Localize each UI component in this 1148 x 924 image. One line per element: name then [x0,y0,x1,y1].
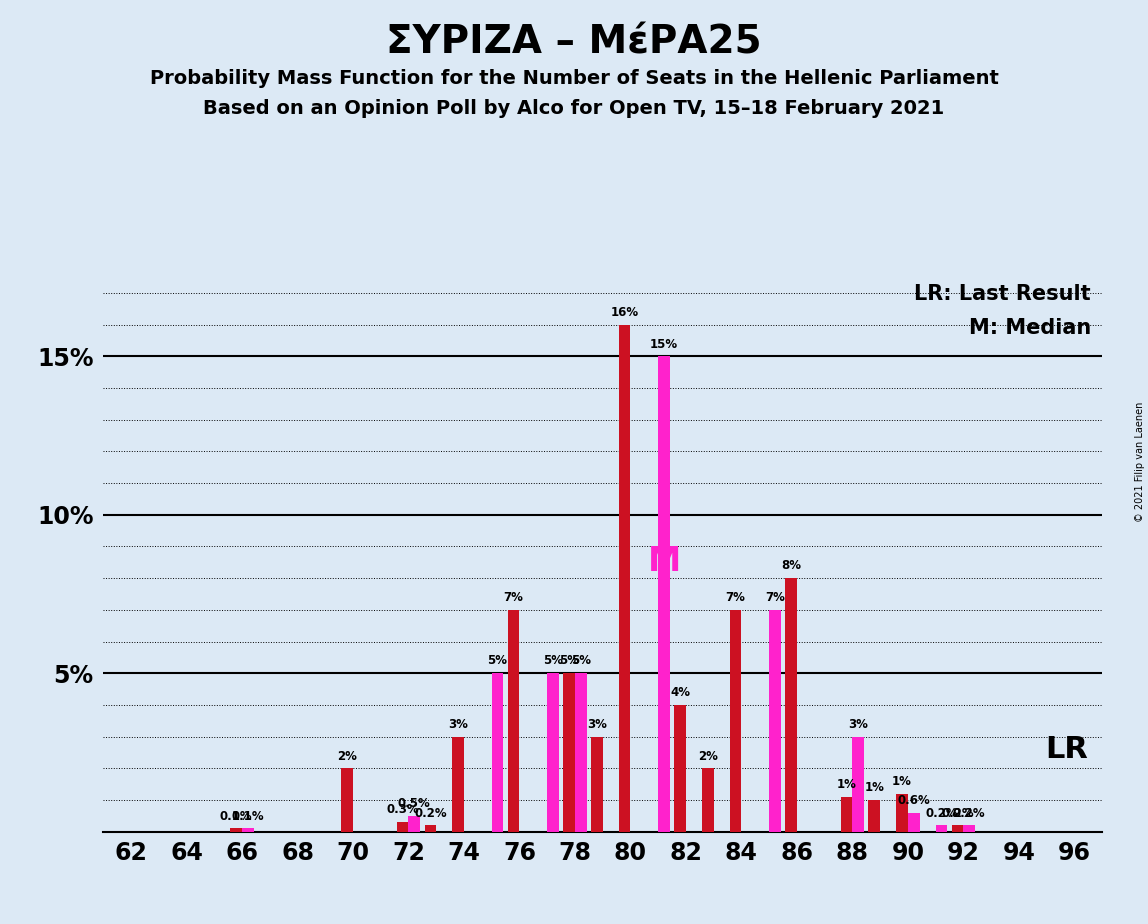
Bar [897,794,908,832]
Text: 5%: 5% [571,654,591,667]
Text: 0.1%: 0.1% [232,809,264,822]
Text: ΣΥΡΙΖΑ – ΜέΡΑ25: ΣΥΡΙΖΑ – ΜέΡΑ25 [386,23,762,61]
Text: 5%: 5% [488,654,507,667]
Bar [548,674,559,832]
Text: 3%: 3% [587,718,607,731]
Text: 0.5%: 0.5% [398,797,430,810]
Bar [397,822,409,832]
Bar [908,812,920,832]
Text: 0.3%: 0.3% [387,803,419,817]
Text: 16%: 16% [611,306,638,319]
Text: 2%: 2% [338,749,357,762]
Bar [703,768,714,832]
Bar [575,674,587,832]
Text: © 2021 Filip van Laenen: © 2021 Filip van Laenen [1135,402,1145,522]
Text: M: M [647,545,681,578]
Text: LR: LR [1046,735,1088,764]
Text: LR: Last Result: LR: Last Result [914,284,1091,304]
Text: 0.6%: 0.6% [898,794,930,807]
Text: 2%: 2% [698,749,718,762]
Bar [869,800,881,832]
Bar [840,796,852,832]
Bar [852,736,864,832]
Text: 3%: 3% [448,718,468,731]
Text: 0.2%: 0.2% [925,807,957,820]
Text: 7%: 7% [504,591,523,604]
Text: Probability Mass Function for the Number of Seats in the Hellenic Parliament: Probability Mass Function for the Number… [149,69,999,89]
Bar [936,825,947,832]
Bar [452,736,464,832]
Bar [507,610,520,832]
Bar [591,736,603,832]
Text: 0.2%: 0.2% [941,807,974,820]
Text: 0.1%: 0.1% [220,809,253,822]
Bar [674,705,687,832]
Text: Based on an Opinion Poll by Alco for Open TV, 15–18 February 2021: Based on an Opinion Poll by Alco for Ope… [203,99,945,118]
Bar [730,610,742,832]
Text: 1%: 1% [837,778,856,791]
Text: M: Median: M: Median [969,319,1091,338]
Text: 1%: 1% [864,781,884,795]
Text: 0.2%: 0.2% [953,807,985,820]
Bar [341,768,354,832]
Bar [231,829,242,832]
Text: 5%: 5% [559,654,579,667]
Text: 3%: 3% [848,718,868,731]
Bar [785,578,797,832]
Text: 0.2%: 0.2% [414,807,447,820]
Bar [963,825,975,832]
Text: 7%: 7% [765,591,785,604]
Bar [769,610,781,832]
Bar [952,825,963,832]
Bar [242,829,254,832]
Text: 7%: 7% [726,591,745,604]
Bar [409,816,420,832]
Bar [619,324,630,832]
Bar [564,674,575,832]
Text: 15%: 15% [650,337,678,351]
Text: 5%: 5% [543,654,563,667]
Bar [658,357,669,832]
Text: 8%: 8% [781,559,801,573]
Bar [425,825,436,832]
Bar [491,674,503,832]
Text: 1%: 1% [892,775,912,788]
Text: 4%: 4% [670,687,690,699]
